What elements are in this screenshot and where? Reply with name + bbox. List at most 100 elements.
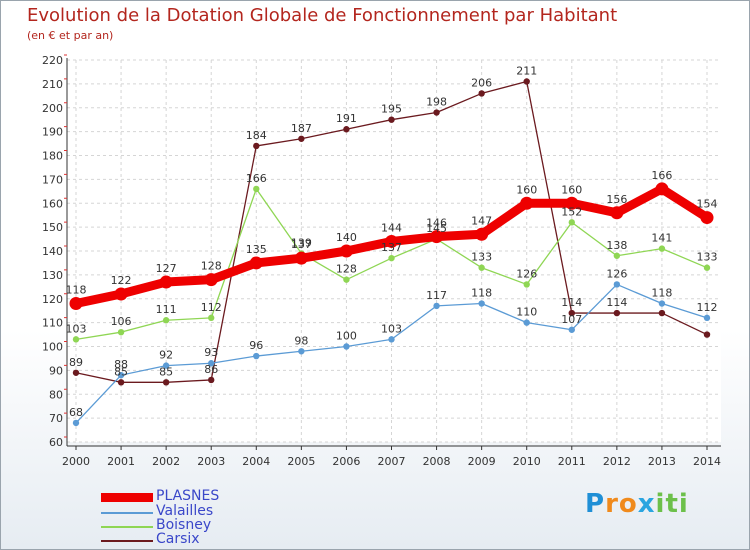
data-label-boisney: 111 [156, 303, 177, 316]
logo-letter: r [605, 489, 619, 519]
data-point-carsix [72, 369, 80, 376]
data-label-carsix: 195 [381, 103, 402, 116]
legend-swatch-valailles [101, 512, 153, 514]
y-tick-label: 170 [42, 173, 63, 186]
data-point-carsix [523, 78, 530, 85]
data-label-boisney: 103 [66, 322, 87, 335]
data-point-plasnes [69, 297, 83, 311]
data-label-plasnes: 144 [381, 221, 402, 234]
legend-swatch-boisney [101, 526, 153, 528]
data-label-valailles: 96 [249, 339, 263, 352]
data-point-valailles [523, 319, 530, 326]
data-label-valailles: 68 [69, 406, 83, 419]
data-point-carsix [117, 379, 125, 386]
x-tick-label: 2004 [242, 455, 270, 468]
data-point-plasnes [655, 182, 669, 196]
data-label-valailles: 112 [697, 301, 718, 314]
y-tick-label: 110 [42, 317, 63, 330]
data-label-boisney: 126 [516, 267, 537, 280]
logo-letter: o [618, 489, 638, 519]
x-tick-label: 2013 [648, 455, 676, 468]
data-point-plasnes [114, 287, 128, 301]
legend-label-valailles: Valailles [156, 503, 214, 519]
data-point-plasnes [159, 275, 173, 289]
data-label-plasnes: 166 [651, 169, 672, 182]
data-point-boisney [72, 336, 80, 343]
x-tick-label: 2009 [468, 455, 496, 468]
data-label-boisney: 166 [246, 172, 267, 185]
data-label-valailles: 118 [651, 287, 672, 300]
data-point-carsix [343, 126, 350, 133]
data-point-boisney [703, 264, 711, 271]
legend-label-carsix: Carsix [156, 531, 200, 547]
data-point-plasnes [565, 196, 579, 210]
data-label-valailles: 107 [561, 313, 582, 326]
legend-label-boisney: Boisney [156, 517, 212, 533]
data-point-boisney [523, 281, 530, 288]
data-point-carsix [613, 309, 621, 317]
data-point-plasnes [249, 256, 263, 270]
y-tick-label: 130 [42, 269, 63, 282]
data-label-valailles: 126 [606, 267, 627, 280]
data-label-boisney: 133 [697, 251, 718, 264]
data-label-boisney: 137 [381, 241, 402, 254]
data-point-boisney [658, 245, 666, 252]
x-tick-label: 2007 [378, 455, 406, 468]
data-label-boisney: 106 [111, 315, 132, 328]
legend-swatch-plasnes [101, 493, 153, 502]
data-label-carsix: 184 [246, 129, 267, 142]
data-point-valailles [343, 343, 350, 350]
y-tick-label: 70 [49, 412, 63, 425]
data-label-boisney: 141 [651, 232, 672, 245]
data-label-carsix: 191 [336, 112, 357, 125]
data-point-boisney [253, 185, 260, 193]
x-tick-label: 2014 [693, 455, 721, 468]
data-label-boisney: 139 [291, 236, 312, 249]
data-point-carsix [298, 135, 305, 142]
data-label-boisney: 112 [201, 301, 222, 314]
data-point-valailles [703, 314, 711, 322]
data-point-boisney [117, 328, 125, 336]
data-point-boisney [388, 254, 395, 262]
data-point-plasnes [294, 251, 308, 265]
data-point-valailles [162, 362, 170, 369]
data-label-valailles: 110 [516, 306, 537, 319]
legend-label-plasnes: PLASNES [156, 488, 220, 504]
data-point-valailles [568, 326, 575, 333]
data-point-carsix [388, 116, 395, 123]
data-point-boisney [208, 314, 215, 322]
data-point-carsix [253, 142, 260, 150]
data-point-carsix [208, 376, 215, 384]
data-label-plasnes: 127 [156, 262, 177, 275]
data-label-valailles: 100 [336, 330, 357, 343]
x-tick-label: 2010 [513, 455, 541, 468]
data-label-carsix: 114 [606, 296, 627, 309]
data-point-valailles [478, 300, 485, 307]
chart-title: Evolution de la Dotation Globale de Fonc… [27, 5, 618, 26]
proxiti-logo: Proxiti [585, 489, 689, 519]
y-tick-label: 60 [49, 436, 63, 449]
data-point-plasnes [475, 227, 489, 241]
y-tick-label: 100 [42, 341, 63, 354]
data-label-plasnes: 160 [516, 183, 537, 196]
data-label-valailles: 93 [204, 346, 218, 359]
data-point-boisney [613, 252, 621, 259]
data-point-plasnes [700, 211, 714, 225]
x-tick-label: 2003 [197, 455, 225, 468]
data-label-plasnes: 160 [561, 183, 582, 196]
data-label-carsix: 187 [291, 122, 312, 135]
data-label-plasnes: 154 [697, 198, 718, 211]
x-tick-label: 2001 [107, 455, 135, 468]
data-label-plasnes: 118 [66, 284, 87, 297]
data-point-boisney [343, 276, 350, 283]
y-tick-label: 210 [42, 78, 63, 91]
data-label-plasnes: 156 [606, 193, 627, 206]
data-point-boisney [478, 264, 485, 271]
data-label-valailles: 103 [381, 322, 402, 335]
data-label-valailles: 118 [471, 287, 492, 300]
data-label-plasnes: 128 [201, 260, 222, 273]
data-label-valailles: 98 [294, 334, 308, 347]
x-tick-label: 2011 [558, 455, 586, 468]
